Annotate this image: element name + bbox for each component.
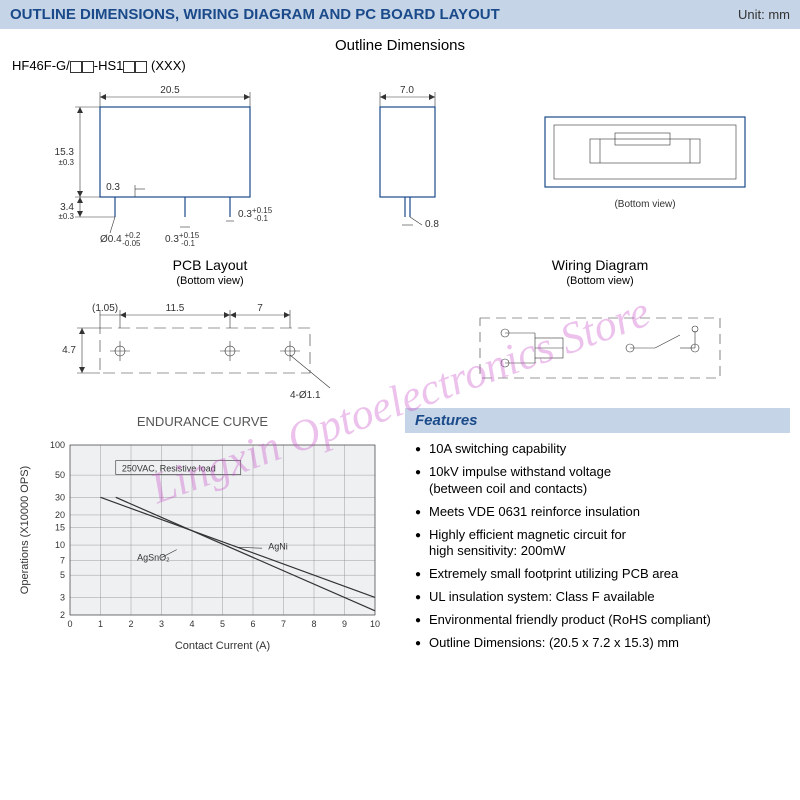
svg-text:AgNi: AgNi bbox=[268, 542, 288, 552]
svg-text:5: 5 bbox=[60, 570, 65, 580]
svg-text:AgSnO₂: AgSnO₂ bbox=[137, 553, 170, 563]
wiring-sub: (Bottom view) bbox=[430, 275, 770, 287]
dim-pinw1: 0.3+0.15-0.1 bbox=[165, 231, 200, 247]
blank-box bbox=[135, 61, 147, 73]
blank-box bbox=[82, 61, 94, 73]
features-list: 10A switching capability 10kV impulse wit… bbox=[405, 441, 790, 652]
dim-side-pin: 0.8 bbox=[425, 219, 439, 230]
pcb-offset: (1.05) bbox=[92, 303, 118, 314]
wiring-title: Wiring Diagram bbox=[430, 257, 770, 273]
outline-drawings: 20.5 15.3 ±0.3 0.3 3.4 ±0.3 Ø0.4 +0.2-0.… bbox=[10, 77, 790, 247]
header-title: OUTLINE DIMENSIONS, WIRING DIAGRAM AND P… bbox=[10, 6, 500, 23]
dim-side-w: 7.0 bbox=[400, 85, 414, 96]
feature-item: 10kV impulse withstand voltage(between c… bbox=[415, 464, 790, 498]
svg-text:3: 3 bbox=[60, 592, 65, 602]
pcb-block: PCB Layout (Bottom view) (1.05) 11.5 bbox=[30, 257, 390, 408]
wiring-svg bbox=[430, 293, 770, 403]
feature-item: Outline Dimensions: (20.5 x 7.2 x 15.3) … bbox=[415, 635, 790, 652]
bottom-label: (Bottom view) bbox=[614, 199, 675, 210]
pcb-sub: (Bottom view) bbox=[30, 275, 390, 287]
dim-pinw2: 0.3+0.15-0.1 bbox=[238, 206, 273, 223]
feature-item: Highly efficient magnetic circuit forhig… bbox=[415, 527, 790, 561]
svg-text:100: 100 bbox=[50, 440, 65, 450]
endurance-block: ENDURANCE CURVE 2 3 5 7 10 15 20 30 50 100 0 1 2 3 4 5 6… bbox=[10, 408, 395, 660]
dim-pinh-tol: ±0.3 bbox=[58, 212, 74, 221]
svg-text:20: 20 bbox=[55, 510, 65, 520]
feature-item: Extremely small footprint utilizing PCB … bbox=[415, 566, 790, 583]
blank-box bbox=[123, 61, 135, 73]
part-mid: -HS1 bbox=[94, 58, 124, 73]
svg-text:0: 0 bbox=[67, 619, 72, 629]
part-number: HF46F-G/ -HS1 (XXX) bbox=[12, 58, 788, 73]
dim-notch: 0.3 bbox=[106, 182, 120, 193]
svg-text:30: 30 bbox=[55, 492, 65, 502]
svg-text:Operations (X10000 OPS): Operations (X10000 OPS) bbox=[19, 466, 31, 594]
mid-row: PCB Layout (Bottom view) (1.05) 11.5 bbox=[10, 257, 790, 408]
dim-pad: Ø0.4 +0.2-0.05 bbox=[100, 231, 141, 247]
svg-text:8: 8 bbox=[311, 619, 316, 629]
svg-text:6: 6 bbox=[250, 619, 255, 629]
dim-height-tol: ±0.3 bbox=[58, 158, 74, 167]
svg-text:2: 2 bbox=[128, 619, 133, 629]
part-prefix: HF46F-G/ bbox=[12, 58, 70, 73]
pcb-span1: 11.5 bbox=[166, 303, 185, 314]
pcb-hole: 4-Ø1.1 bbox=[290, 390, 321, 401]
svg-text:15: 15 bbox=[55, 522, 65, 532]
svg-text:7: 7 bbox=[60, 556, 65, 566]
svg-text:2: 2 bbox=[60, 610, 65, 620]
endurance-title: ENDURANCE CURVE bbox=[10, 414, 395, 429]
svg-text:3: 3 bbox=[159, 619, 164, 629]
svg-text:4: 4 bbox=[189, 619, 194, 629]
svg-text:7: 7 bbox=[281, 619, 286, 629]
features-block: Features 10A switching capability 10kV im… bbox=[395, 408, 790, 660]
dim-width: 20.5 bbox=[160, 85, 180, 96]
svg-text:Contact Current (A): Contact Current (A) bbox=[175, 640, 270, 652]
feature-item: UL insulation system: Class F available bbox=[415, 589, 790, 606]
endurance-chart: 2 3 5 7 10 15 20 30 50 100 0 1 2 3 4 5 6 7 8 9 10 AgNi AgSnO₂ 2… bbox=[10, 435, 390, 655]
svg-text:9: 9 bbox=[342, 619, 347, 629]
svg-text:250VAC, Resistive load: 250VAC, Resistive load bbox=[122, 463, 216, 473]
svg-text:5: 5 bbox=[220, 619, 225, 629]
pcb-svg: (1.05) 11.5 7 4.7 4-Ø1.1 bbox=[30, 293, 390, 403]
feature-item: 10A switching capability bbox=[415, 441, 790, 458]
svg-text:50: 50 bbox=[55, 470, 65, 480]
blank-box bbox=[70, 61, 82, 73]
svg-text:10: 10 bbox=[55, 540, 65, 550]
pcb-depth: 4.7 bbox=[62, 345, 76, 356]
wiring-block: Wiring Diagram (Bottom view) bbox=[430, 257, 770, 408]
bottom-row: ENDURANCE CURVE 2 3 5 7 10 15 20 30 50 100 0 1 2 3 4 5 6… bbox=[10, 408, 790, 660]
side-view: 7.0 0.8 bbox=[350, 77, 470, 247]
front-view: 20.5 15.3 ±0.3 0.3 3.4 ±0.3 Ø0.4 +0.2-0.… bbox=[40, 77, 290, 247]
pcb-span2: 7 bbox=[257, 303, 263, 314]
outline-title: Outline Dimensions bbox=[0, 37, 800, 54]
feature-item: Meets VDE 0631 reinforce insulation bbox=[415, 504, 790, 521]
header-unit: Unit: mm bbox=[738, 7, 790, 22]
svg-text:10: 10 bbox=[370, 619, 380, 629]
feature-item: Environmental friendly product (RoHS com… bbox=[415, 612, 790, 629]
part-suffix: (XXX) bbox=[147, 58, 185, 73]
dim-height: 15.3 bbox=[55, 147, 75, 158]
bottom-view: (Bottom view) bbox=[530, 77, 760, 217]
header-bar: OUTLINE DIMENSIONS, WIRING DIAGRAM AND P… bbox=[0, 0, 800, 29]
pcb-title: PCB Layout bbox=[30, 257, 390, 273]
svg-text:1: 1 bbox=[98, 619, 103, 629]
features-header: Features bbox=[405, 408, 790, 433]
